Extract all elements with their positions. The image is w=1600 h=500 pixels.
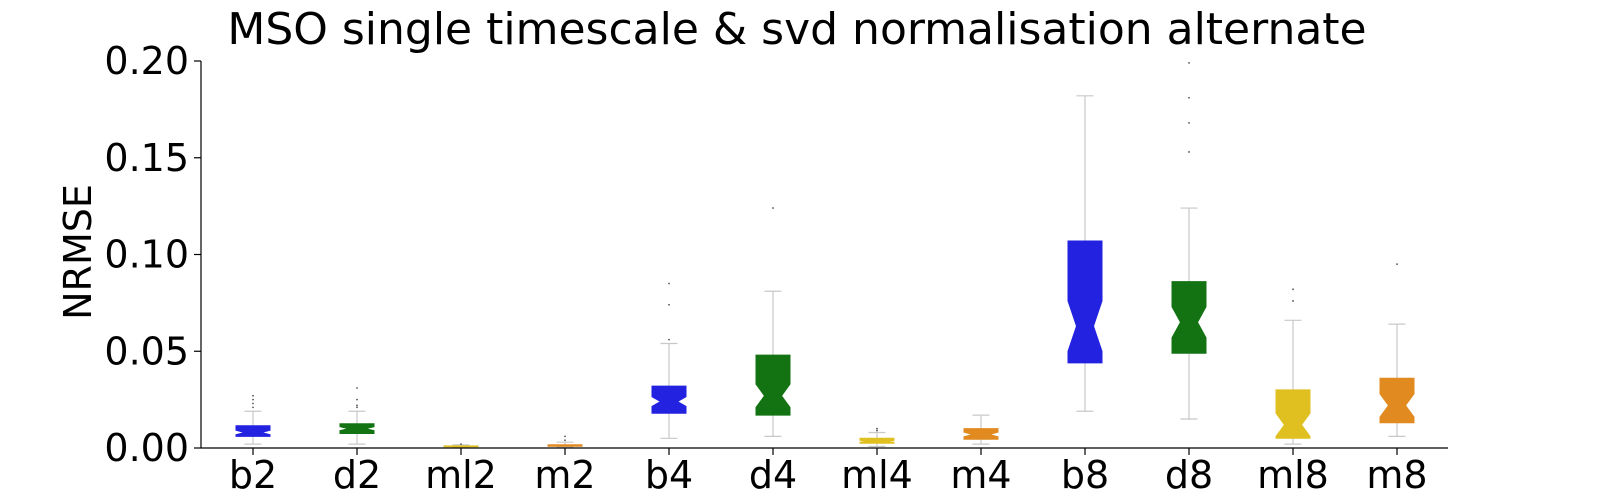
y-tick-label: 0.20 [104, 39, 189, 83]
y-tick-label: 0.05 [104, 329, 189, 373]
outlier-point [1188, 122, 1190, 124]
x-tick-label: b2 [229, 453, 277, 497]
box-body [1171, 281, 1207, 354]
outlier-point [356, 406, 358, 409]
box-ml2 [443, 443, 479, 449]
outlier-point [564, 439, 566, 442]
box-body [1275, 389, 1311, 439]
outlier-point [252, 402, 254, 405]
chart-title: MSO single timescale & svd normalisation… [227, 4, 1366, 55]
y-axis-label: NRMSE [56, 184, 100, 320]
box-d4 [755, 207, 791, 437]
x-tick-label: d8 [1165, 453, 1213, 497]
box-ml4 [859, 427, 895, 448]
outlier-point [356, 398, 358, 401]
box-body [651, 385, 687, 414]
outlier-point [876, 427, 878, 430]
outlier-point [564, 435, 566, 438]
outlier-point [252, 398, 254, 401]
outlier-point [668, 303, 670, 306]
box-m4 [963, 414, 999, 445]
box-b2 [235, 394, 271, 445]
outlier-point [1292, 288, 1294, 291]
x-tick-label: m2 [534, 453, 595, 497]
x-tick-label: ml8 [1257, 453, 1329, 497]
outlier-point [772, 207, 774, 209]
x-tick-label: m8 [1366, 453, 1427, 497]
outlier-point [356, 387, 358, 389]
outlier-point [1292, 300, 1294, 302]
box-plot-series [235, 62, 1415, 449]
y-tick-label: 0.15 [104, 136, 189, 180]
outlier-point [1396, 263, 1398, 266]
x-tick-label: d2 [333, 453, 381, 497]
x-tick-label: d4 [749, 453, 797, 497]
x-tick-label: b8 [1061, 453, 1109, 497]
y-tick-label: 0.00 [104, 426, 189, 470]
x-tick-label: ml2 [425, 453, 497, 497]
box-body [1379, 377, 1415, 424]
x-tick-label: b4 [645, 453, 693, 497]
y-axis-ticks: 0.00 0.05 0.10 0.15 0.20 [104, 39, 201, 470]
outlier-point [876, 429, 878, 432]
box-d8 [1171, 62, 1207, 420]
box-m8 [1379, 263, 1415, 437]
box-b8 [1067, 95, 1103, 412]
box-b4 [651, 282, 687, 439]
box-ml8 [1275, 288, 1311, 445]
outlier-point [252, 406, 254, 409]
box-m2 [547, 435, 583, 448]
outlier-point [668, 338, 670, 341]
outlier-point [1188, 62, 1190, 64]
box-body [755, 354, 791, 416]
box-body [235, 425, 271, 437]
outlier-point [460, 443, 462, 446]
outlier-point [356, 404, 358, 407]
x-tick-label: ml4 [841, 453, 913, 497]
box-body [1067, 240, 1103, 364]
x-tick-label: m4 [950, 453, 1011, 497]
x-axis-ticks: b2 d2 ml2 m2 b4 d4 ml4 m4 b8 d8 ml8 m8 [229, 448, 1428, 497]
outlier-point [1188, 96, 1190, 99]
outlier-point [252, 394, 254, 397]
box-d2 [339, 387, 375, 445]
outlier-point [668, 282, 670, 285]
y-tick-label: 0.10 [104, 233, 189, 277]
outlier-point [1188, 151, 1190, 153]
